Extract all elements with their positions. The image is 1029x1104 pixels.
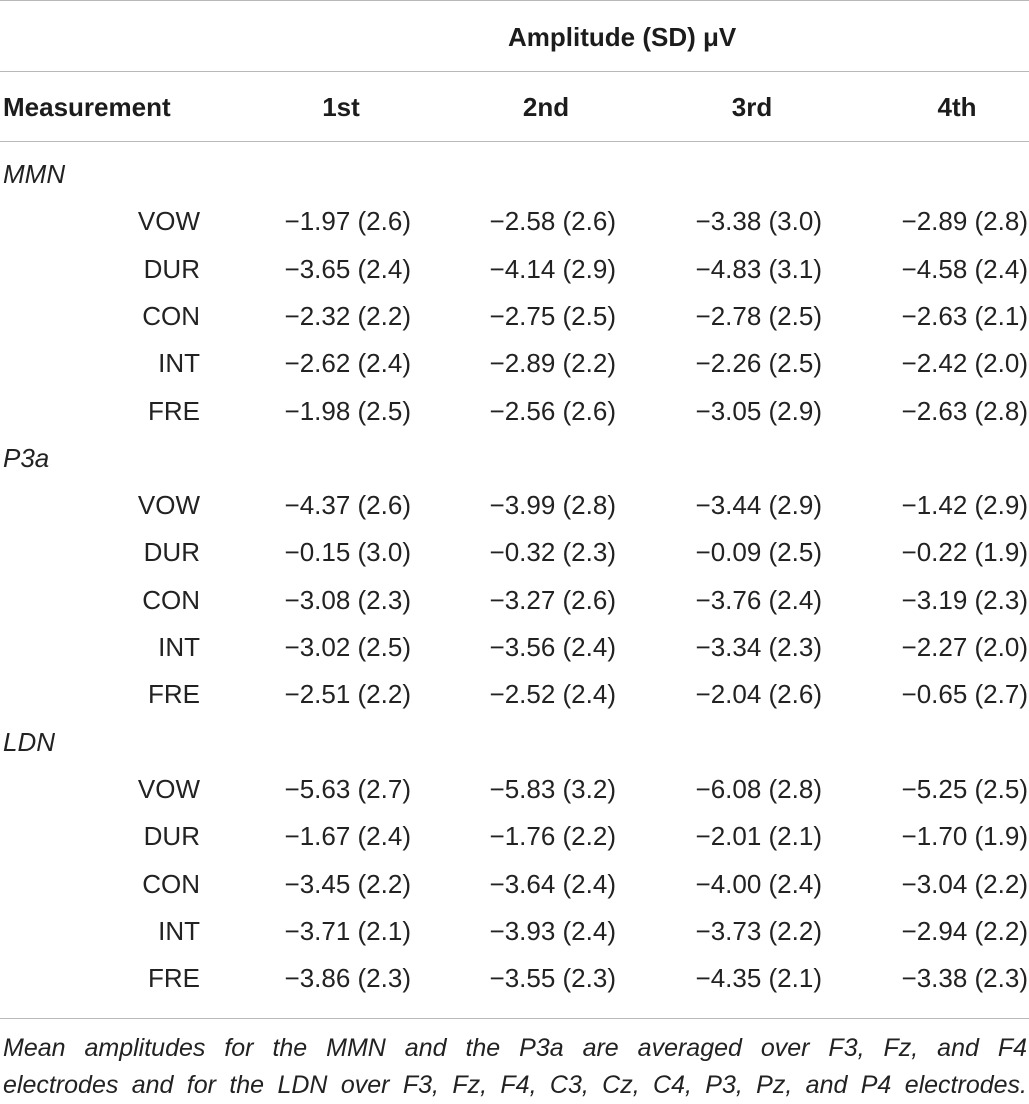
table-cell: −3.64 (2.4) — [489, 868, 616, 899]
table-cell: −2.51 (2.2) — [284, 679, 411, 710]
row-label: DUR — [143, 821, 200, 852]
table-cell: −2.32 (2.2) — [284, 300, 411, 331]
table-cell: −1.70 (1.9) — [901, 821, 1028, 852]
table-cell: −3.55 (2.3) — [489, 963, 616, 994]
table-cell: −2.75 (2.5) — [489, 300, 616, 331]
row-label: VOW — [137, 773, 200, 804]
table-cell: −4.58 (2.4) — [901, 253, 1028, 284]
group-label-mmn: MMN — [3, 159, 66, 189]
table-cell: −2.89 (2.2) — [489, 348, 616, 379]
table-cell: −5.63 (2.7) — [284, 773, 411, 804]
table-cell: −2.27 (2.0) — [901, 632, 1028, 662]
table-cell: −4.35 (2.1) — [695, 963, 822, 994]
table-cell: −3.45 (2.2) — [284, 868, 411, 899]
group-label-ldn: LDN — [3, 726, 56, 757]
table-cell: −2.26 (2.5) — [695, 348, 822, 379]
table-cell: −2.52 (2.4) — [489, 679, 616, 710]
table-cell: −3.71 (2.1) — [284, 915, 411, 946]
table-cell: −2.78 (2.5) — [695, 300, 822, 331]
table-cell: −1.76 (2.2) — [489, 821, 616, 852]
row-label: DUR — [143, 253, 200, 284]
table-cell: −3.99 (2.8) — [489, 490, 616, 521]
table-cell: −0.65 (2.7) — [901, 679, 1028, 710]
table-cell: −3.19 (2.3) — [901, 584, 1028, 615]
table-cell: −4.37 (2.6) — [284, 490, 411, 521]
table-cell: −2.01 (2.1) — [695, 821, 822, 852]
table-cell: −1.97 (2.6) — [284, 206, 411, 237]
table-cell: −2.63 (2.8) — [901, 395, 1028, 426]
table-cell: −3.38 (3.0) — [695, 206, 822, 237]
row-label: VOW — [137, 206, 200, 237]
table-cell: −2.42 (2.0) — [901, 348, 1028, 379]
row-label: CON — [142, 868, 200, 899]
row-label: VOW — [137, 490, 200, 521]
table-cell: −5.25 (2.5) — [901, 773, 1028, 804]
table-cell: −3.05 (2.9) — [695, 395, 822, 426]
footnote-line-1: Mean amplitudes for the MMN and the P3a … — [3, 1034, 1027, 1062]
row-label: CON — [142, 584, 200, 615]
table-cell: −1.42 (2.9) — [901, 490, 1028, 521]
table-cell: −3.44 (2.9) — [695, 490, 822, 521]
table-cell: −3.08 (2.3) — [284, 584, 411, 615]
table-cell: −3.04 (2.2) — [901, 868, 1028, 899]
row-label: CON — [142, 300, 200, 331]
table-cell: −3.65 (2.4) — [284, 253, 411, 284]
table-cell: −3.38 (2.3) — [901, 963, 1028, 994]
row-label: FRE — [148, 679, 200, 710]
table-cell: −4.14 (2.9) — [489, 253, 616, 284]
row-label: FRE — [148, 395, 200, 426]
group-label-p3a: P3a — [3, 442, 50, 473]
table-cell: −2.89 (2.8) — [901, 206, 1028, 237]
column-header-3rd: 3rd — [731, 92, 773, 122]
table-cell: −2.04 (2.6) — [695, 679, 822, 710]
table-cell: −4.00 (2.4) — [695, 868, 822, 899]
table-cell: −4.83 (3.1) — [695, 253, 822, 284]
table-cell: −3.93 (2.4) — [489, 915, 616, 946]
top-rule — [0, 0, 1029, 1]
column-header-4th: 4th — [937, 92, 977, 122]
table-cell: −2.63 (2.1) — [901, 300, 1028, 331]
table-cell: −1.98 (2.5) — [284, 395, 411, 426]
table-cell: −0.32 (2.3) — [489, 537, 616, 568]
bottom-rule — [0, 1018, 1029, 1019]
column-header-1st: 1st — [322, 92, 360, 122]
table-cell: −3.86 (2.3) — [284, 963, 411, 994]
table-cell: −2.62 (2.4) — [284, 348, 411, 379]
table-cell: −6.08 (2.8) — [695, 773, 822, 804]
table-cell: −3.56 (2.4) — [489, 632, 616, 662]
table-cell: −3.76 (2.4) — [695, 584, 822, 615]
table-cell: −1.67 (2.4) — [284, 821, 411, 852]
footnote-line-2: electrodes and for the LDN over F3, Fz, … — [3, 1071, 1027, 1099]
table-cell: −0.09 (2.5) — [695, 537, 822, 568]
row-label: FRE — [148, 963, 200, 994]
header-group-rule — [0, 71, 1029, 72]
row-label: DUR — [143, 537, 200, 568]
measurement-header: Measurement — [3, 92, 171, 122]
row-label: INT — [158, 632, 200, 662]
table-cell: −3.73 (2.2) — [695, 915, 822, 946]
header-rule — [0, 141, 1029, 142]
table-cell: −3.34 (2.3) — [695, 632, 822, 662]
table-cell: −2.94 (2.2) — [901, 915, 1028, 946]
table-cell: −2.58 (2.6) — [489, 206, 616, 237]
table-cell: −0.15 (3.0) — [284, 537, 411, 568]
table-cell: −3.27 (2.6) — [489, 584, 616, 615]
table-cell: −0.22 (1.9) — [901, 537, 1028, 568]
table-cell: −5.83 (3.2) — [489, 773, 616, 804]
table-cell: −3.02 (2.5) — [284, 632, 411, 662]
amplitude-group-header: Amplitude (SD) μV — [508, 22, 737, 52]
column-header-2nd: 2nd — [522, 92, 570, 122]
table-footnote: Mean amplitudes for the MMN and the P3a … — [3, 1030, 1027, 1104]
row-label: INT — [158, 348, 200, 379]
row-label: INT — [158, 915, 200, 946]
table-cell: −2.56 (2.6) — [489, 395, 616, 426]
